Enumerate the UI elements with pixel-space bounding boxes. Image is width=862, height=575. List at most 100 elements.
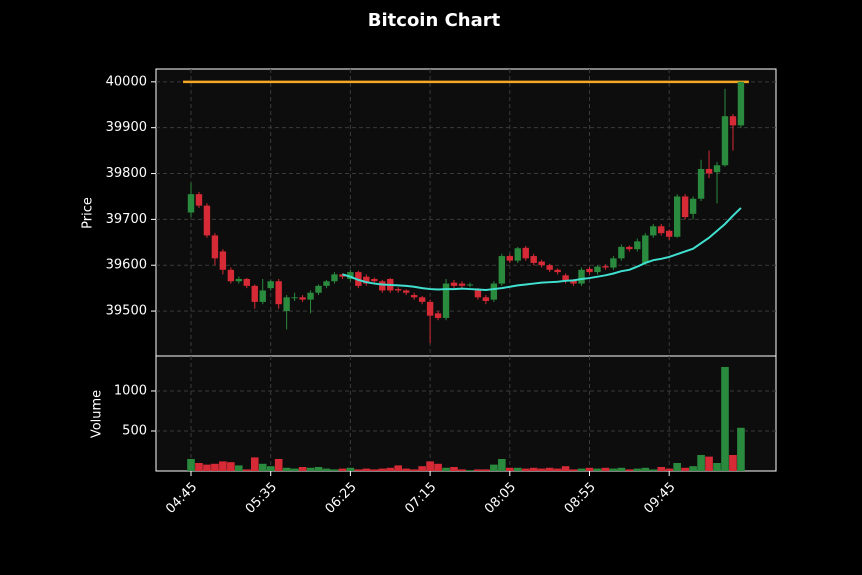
volume-bar	[466, 470, 474, 471]
candle-body	[689, 198, 697, 214]
volume-bar	[306, 467, 315, 471]
volume-bar	[378, 468, 387, 471]
candle-body	[331, 274, 338, 282]
volume-bar	[633, 468, 642, 471]
candle-body	[243, 278, 250, 286]
volume-bar	[282, 467, 291, 471]
candle-body	[506, 256, 513, 261]
volume-bar	[187, 458, 195, 471]
volume-bar	[721, 366, 729, 471]
candle-body	[729, 116, 737, 126]
candle-body	[530, 256, 537, 263]
candle-body	[323, 281, 330, 286]
candle-body	[490, 283, 498, 300]
volume-bar	[322, 468, 331, 471]
volume-bar	[657, 466, 666, 471]
volume-bar	[561, 466, 570, 471]
volume-bar	[250, 457, 259, 471]
volume-bar	[410, 469, 418, 471]
volume-bar	[737, 427, 745, 471]
volume-bar	[681, 467, 689, 471]
volume-bar	[729, 454, 737, 471]
candle-body	[713, 165, 721, 173]
candle-body	[203, 205, 211, 236]
volume-bar	[290, 468, 299, 471]
candle-body	[235, 278, 243, 282]
candle-body	[737, 81, 745, 126]
candle-body	[586, 268, 593, 273]
volume-bar	[713, 462, 721, 471]
volume-bar	[203, 464, 211, 471]
candle-body	[402, 290, 410, 293]
volume-bar	[442, 467, 450, 471]
candle-body	[546, 265, 553, 270]
candle-body	[697, 168, 705, 199]
volume-bar	[314, 466, 323, 471]
volume-bar	[458, 469, 466, 471]
candle-body	[267, 281, 274, 289]
candle-body	[195, 194, 203, 206]
volume-bar	[386, 467, 395, 471]
candle-body	[681, 196, 689, 218]
volume-bar	[474, 469, 482, 471]
volume-bar	[330, 469, 339, 471]
candle-body	[538, 261, 545, 266]
volume-bar	[585, 467, 594, 471]
volume-bar	[609, 468, 618, 471]
chart-title: Bitcoin Chart	[368, 10, 501, 31]
volume-bar	[211, 463, 219, 471]
candle-body	[562, 275, 569, 282]
volume-bar	[617, 467, 626, 471]
candle-body	[673, 196, 681, 237]
candle-body	[418, 297, 426, 302]
y-tick-label: 39700	[106, 212, 147, 227]
volume-bar	[346, 467, 355, 471]
volume-bar	[569, 469, 578, 471]
candle-body	[474, 290, 482, 298]
volume-bar	[697, 454, 705, 471]
y-tick-label: 39600	[106, 258, 147, 273]
volume-bar	[513, 467, 522, 471]
volume-bar	[649, 469, 658, 471]
volume-bar	[434, 463, 442, 471]
volume-bar	[362, 468, 371, 471]
candle-body	[450, 282, 458, 286]
volume-bar	[601, 467, 610, 471]
candle-body	[259, 290, 266, 302]
candle-body	[347, 272, 354, 279]
volume-bar	[529, 467, 538, 471]
moving-average-line	[342, 207, 742, 291]
volume-bar	[258, 463, 267, 471]
volume-panel	[155, 355, 777, 472]
candle-body	[610, 258, 617, 268]
volume-bar	[195, 462, 203, 471]
candle-body	[570, 279, 577, 284]
volume-bar	[490, 464, 498, 471]
candle-body	[363, 276, 370, 284]
volume-bar	[394, 465, 403, 471]
candle-body	[658, 226, 665, 234]
candle-body	[283, 297, 290, 312]
candle-body	[187, 194, 195, 213]
volume-bar	[235, 465, 243, 471]
candle-body	[594, 266, 601, 273]
candle-body	[618, 246, 625, 259]
volume-bar	[354, 469, 363, 471]
candle-body	[554, 269, 561, 273]
volume-bar	[665, 468, 673, 471]
candle-body	[721, 116, 729, 166]
volume-bar	[593, 468, 602, 471]
volume-bar	[402, 468, 410, 471]
candle-body	[514, 248, 521, 261]
volume-bar	[577, 468, 586, 471]
volume-bar	[450, 466, 458, 471]
volume-bar	[553, 468, 562, 471]
price-panel	[155, 68, 777, 357]
volume-bar	[498, 458, 506, 471]
y-tick-label: 39800	[106, 166, 147, 181]
candle-body	[339, 274, 346, 277]
candle-body	[395, 289, 402, 291]
candle-body	[219, 251, 227, 270]
candle-body	[482, 297, 490, 301]
